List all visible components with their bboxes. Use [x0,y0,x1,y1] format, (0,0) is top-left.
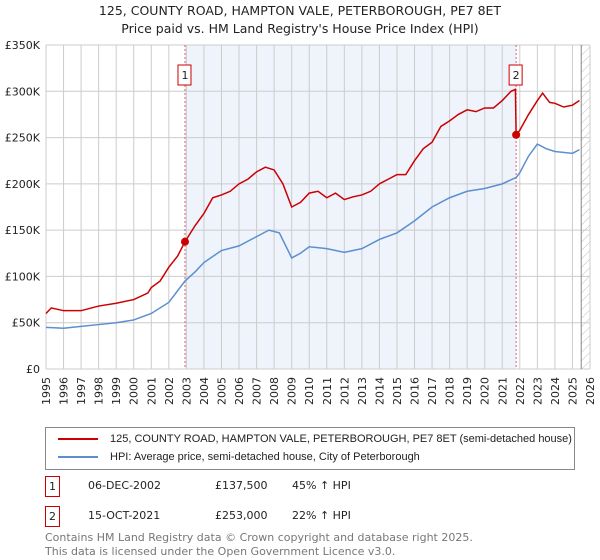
price-chart: 1995 1996 1997 1998 1999 2000 2001 2002 2003 2004… [5,39,597,405]
x-tick-label: 2008 [268,377,281,405]
x-tick-label: 2019 [461,377,474,405]
sale-price: £137,500 [215,479,268,492]
x-tick-label: 2020 [479,377,492,405]
sale-hpi-diff: 45% ↑ HPI [292,479,351,492]
sale-point [512,130,521,139]
footer-copyright: Contains HM Land Registry data © Crown c… [45,531,473,544]
x-tick-label: 2005 [215,377,228,405]
x-tick-label: 1997 [75,377,88,405]
shaded-period [184,45,517,369]
x-tick-label: 2001 [145,377,158,405]
sale-row-2: 2 15-OCT-2021 £253,000 22% ↑ HPI [45,506,445,527]
sale-marker-label: 1 [181,69,188,82]
x-tick-label: 2010 [303,377,316,405]
sale-point [180,237,189,246]
chart-subtitle: Price paid vs. HM Land Registry's House … [121,21,479,36]
sale-price: £253,000 [215,509,268,522]
x-tick-label: 2006 [233,377,246,405]
x-tick-label: 2007 [251,377,264,405]
sale-hpi-diff: 22% ↑ HPI [292,509,351,522]
x-tick-label: 2016 [409,377,422,405]
x-tick-label: 1998 [93,377,106,405]
sale-marker-badge: 1 [45,476,60,497]
x-tick-label: 2009 [286,377,299,405]
x-tick-label: 2023 [531,377,544,405]
x-tick-label: 2017 [426,377,439,405]
legend-swatch-red [58,438,98,440]
x-tick-label: 2004 [198,377,211,405]
x-tick-label: 2012 [338,377,351,405]
hpi-line [45,143,580,330]
sale-marker-box [508,64,523,86]
x-tick-label: 2002 [163,377,176,405]
legend-label: 125, COUNTY ROAD, HAMPTON VALE, PETERBOR… [110,433,572,445]
x-tick-label: 2011 [321,377,334,405]
x-tick-label: 2013 [356,377,369,405]
x-tick-label: 2022 [514,377,527,405]
y-tick-label: £0 [26,363,40,376]
x-tick-label: 2024 [549,377,562,405]
x-tick-label: 2003 [180,377,193,405]
sale-marker-box [177,64,192,86]
y-tick-label: £350K [5,39,41,52]
legend: 125, COUNTY ROAD, HAMPTON VALE, PETERBOR… [45,427,575,470]
y-tick-label: £200K [5,178,41,191]
legend-swatch-blue [58,456,98,458]
x-tick-label: 2015 [391,377,404,405]
legend-label: HPI: Average price, semi-detached house,… [110,451,420,463]
sale-date: 06-DEC-2002 [88,479,162,492]
x-tick-label: 2018 [444,377,457,405]
y-tick-label: £50K [12,317,41,330]
x-tick-label: 2025 [566,377,579,405]
future-hatch [581,45,590,369]
y-tick-label: £250K [5,132,41,145]
x-tick-label: 1995 [40,377,53,405]
sale-row-1: 1 06-DEC-2002 £137,500 45% ↑ HPI [45,476,445,497]
chart-title: 125, COUNTY ROAD, HAMPTON VALE, PETERBOR… [98,3,502,18]
legend-item-property: 125, COUNTY ROAD, HAMPTON VALE, PETERBOR… [58,432,572,446]
x-tick-label: 2014 [373,377,386,405]
property-price-line [45,88,580,314]
x-tick-label: 1999 [110,377,123,405]
x-tick-label: 2000 [128,377,141,405]
sale-marker-label: 2 [513,69,520,82]
x-tick-label: 1996 [58,377,71,405]
sale-date: 15-OCT-2021 [88,509,161,522]
x-tick-label: 2026 [584,377,597,405]
footer-licence: This data is licensed under the Open Gov… [45,545,396,558]
y-tick-label: £300K [5,85,41,98]
y-tick-label: £150K [5,224,41,237]
sale-marker-badge: 2 [45,506,60,527]
x-tick-label: 2021 [496,377,509,405]
legend-item-hpi: HPI: Average price, semi-detached house,… [58,450,420,464]
y-tick-label: £100K [5,270,41,283]
